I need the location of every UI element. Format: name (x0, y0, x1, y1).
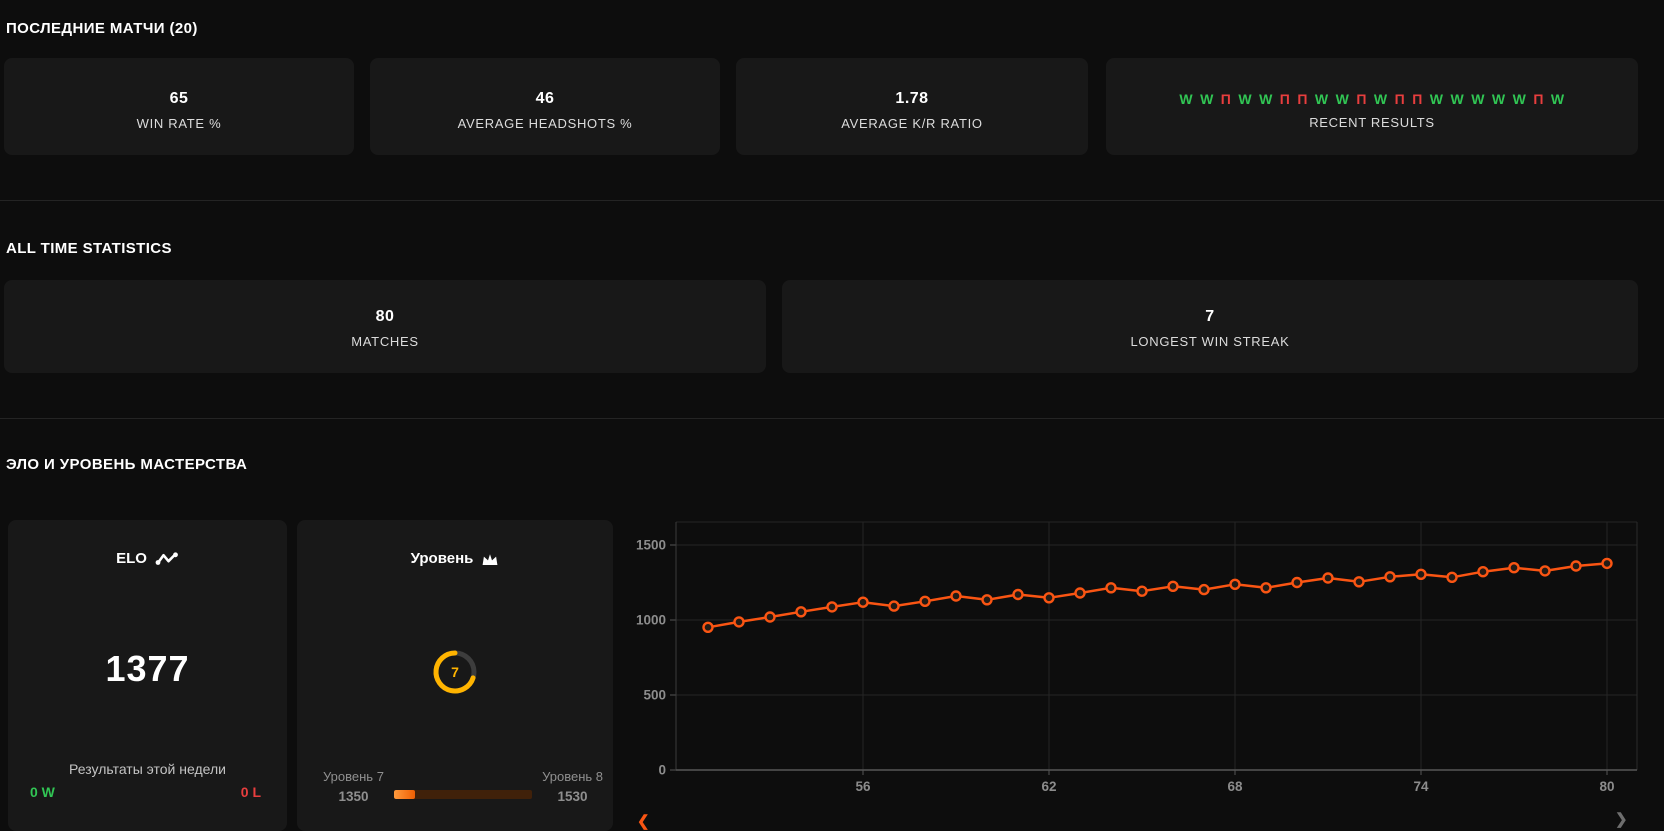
next-level-block: Уровень 8 1530 (542, 768, 603, 807)
result-loss: П (1297, 91, 1308, 107)
matches-value: 80 (375, 308, 395, 325)
avg-headshots-label: AVERAGE HEADSHOTS % (457, 116, 633, 131)
avg-kr-ratio-value: 1.78 (895, 90, 929, 107)
current-level-elo: 1350 (338, 788, 369, 804)
result-loss: П (1394, 91, 1406, 107)
longest-win-streak-label: LONGEST WIN STREAK (1130, 334, 1290, 349)
elo-value: 1377 (105, 648, 190, 689)
chart-prev-arrow[interactable]: ❮ (637, 813, 650, 830)
result-win: W (1314, 91, 1329, 107)
next-level-label: Уровень 8 (542, 769, 603, 784)
result-loss: П (1356, 91, 1367, 107)
result-win: W (1179, 91, 1194, 107)
level-gauge: 7 (431, 648, 479, 701)
svg-text:80: 80 (1599, 779, 1614, 794)
svg-text:1500: 1500 (636, 538, 666, 553)
next-level-elo: 1530 (557, 788, 588, 804)
elo-sparkline-icon (155, 551, 179, 566)
result-win: W (1200, 91, 1214, 107)
result-win: W (1429, 91, 1444, 107)
result-loss: П (1220, 91, 1232, 107)
result-win: W (1471, 91, 1485, 107)
elo-history-chart-panel: 56 62 68 74 80 0 500 1000 1500 ❮ ❯ (629, 520, 1638, 831)
svg-text:7: 7 (451, 664, 459, 680)
result-win: W (1335, 91, 1350, 107)
section-title-all-time: ALL TIME STATISTICS (6, 240, 172, 257)
result-win: W (1491, 91, 1506, 107)
svg-text:62: 62 (1041, 779, 1056, 794)
matches-card: 80 MATCHES (4, 280, 766, 373)
weekly-wins: 0 W (30, 784, 55, 800)
level-card-title: Уровень (410, 550, 474, 567)
win-rate-value: 65 (169, 90, 189, 107)
elo-history-chart[interactable]: 56 62 68 74 80 0 500 1000 1500 (629, 520, 1638, 831)
avg-headshots-card: 46 AVERAGE HEADSHOTS % (370, 58, 720, 155)
section-title-elo-level: ЭЛО И УРОВЕНЬ МАСТЕРСТВА (6, 456, 248, 473)
matches-label: MATCHES (351, 334, 419, 349)
avg-headshots-value: 46 (535, 90, 555, 107)
result-loss: П (1412, 91, 1423, 107)
win-rate-card: 65 WIN RATE % (4, 58, 354, 155)
avg-kr-ratio-label: AVERAGE K/R RATIO (841, 116, 983, 131)
result-loss: П (1279, 91, 1291, 107)
svg-text:56: 56 (855, 779, 871, 794)
section-title-recent-matches: ПОСЛЕДНИЕ МАТЧИ (20) (6, 20, 198, 37)
avg-kr-ratio-card: 1.78 AVERAGE K/R RATIO (736, 58, 1088, 155)
longest-win-streak-card: 7 LONGEST WIN STREAK (782, 280, 1638, 373)
recent-results-label: RECENT RESULTS (1309, 115, 1435, 130)
svg-text:0: 0 (658, 763, 666, 778)
result-win: W (1450, 91, 1465, 107)
chart-next-arrow[interactable]: ❯ (1615, 811, 1628, 828)
level-card: Уровень 7 Уровень 7 1350 Уровень 8 1530 (297, 520, 613, 831)
svg-text:1000: 1000 (636, 613, 666, 628)
win-rate-label: WIN RATE % (136, 116, 222, 131)
longest-win-streak-value: 7 (1205, 308, 1215, 325)
week-results-label: Результаты этой недели (69, 761, 226, 777)
elo-card: ELO 1377 Результаты этой недели 0 W 0 L (8, 520, 287, 831)
result-loss: П (1533, 91, 1544, 107)
result-win: W (1550, 91, 1565, 107)
level-progress-fill (393, 789, 415, 799)
divider-2 (0, 418, 1664, 419)
current-level-label: Уровень 7 (323, 769, 384, 784)
result-win: W (1238, 91, 1253, 107)
divider-1 (0, 200, 1664, 201)
crown-icon (481, 552, 499, 566)
result-win: W (1512, 91, 1527, 107)
result-win: W (1373, 91, 1388, 107)
svg-text:74: 74 (1413, 779, 1429, 794)
current-level-block: Уровень 7 1350 (323, 768, 384, 807)
weekly-losses: 0 L (240, 784, 261, 800)
elo-card-title: ELO (116, 550, 147, 567)
result-win: W (1259, 91, 1273, 107)
level-progress: Уровень 7 1350 Уровень 8 1530 (323, 768, 603, 807)
level-progress-bar (393, 789, 533, 799)
svg-text:68: 68 (1227, 779, 1243, 794)
svg-text:500: 500 (643, 688, 666, 703)
